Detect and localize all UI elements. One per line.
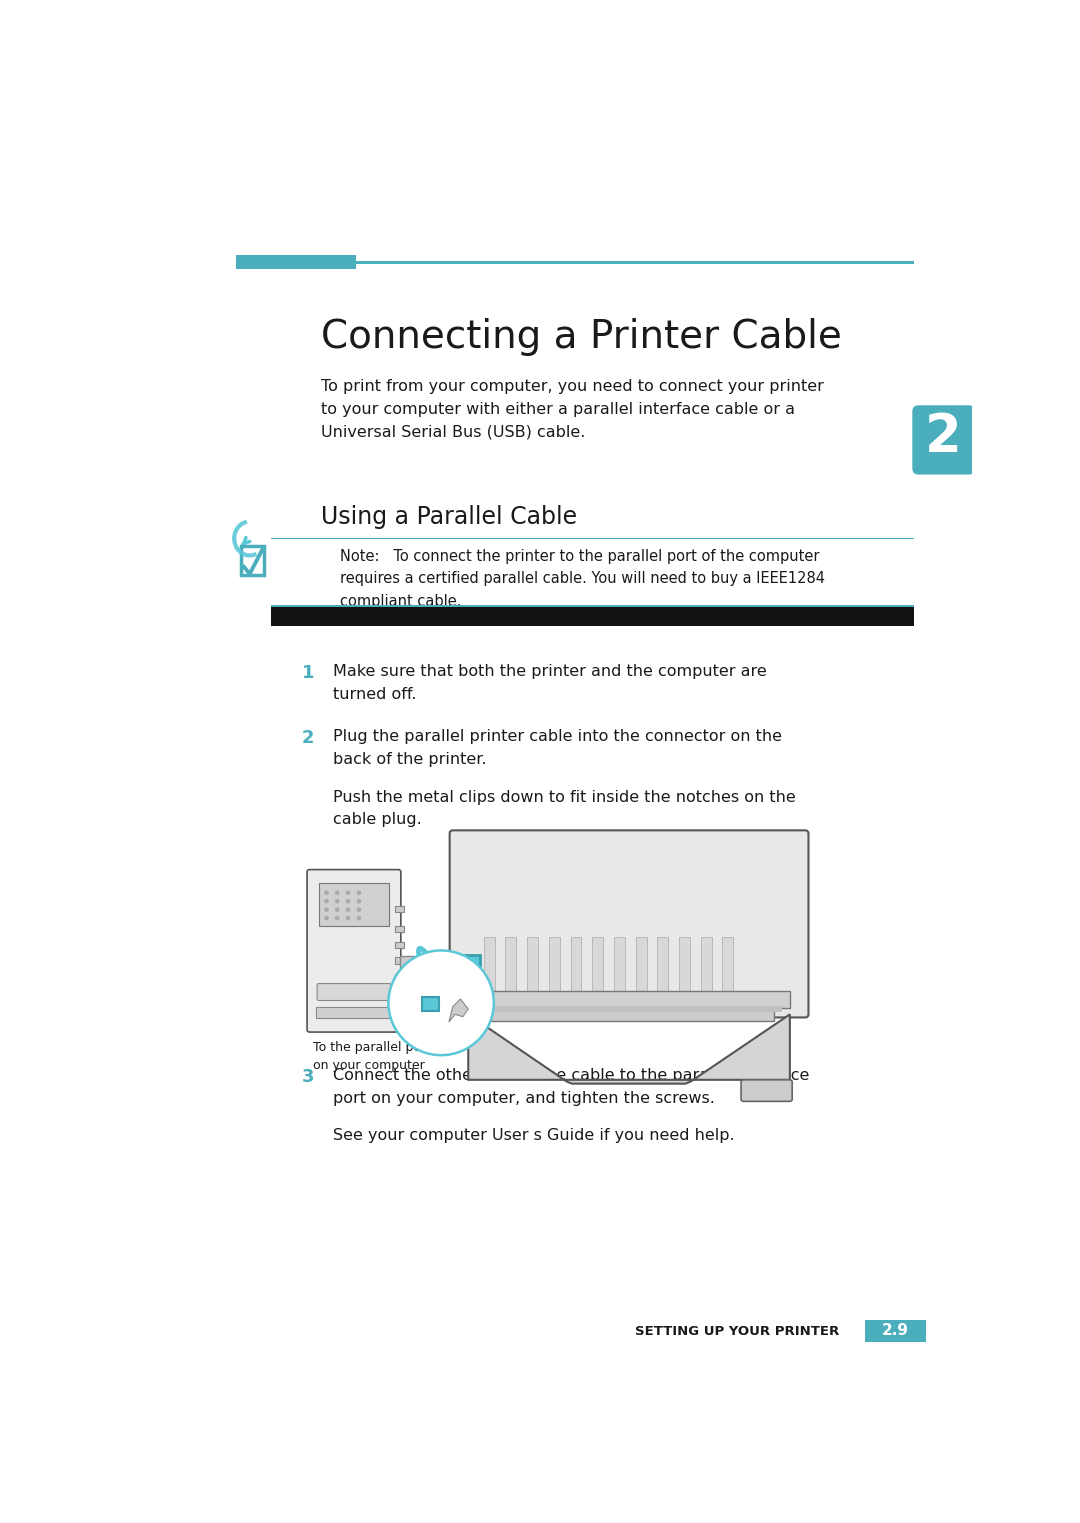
Polygon shape	[469, 1014, 789, 1084]
Text: To print from your computer, you need to connect your printer
to your computer w: To print from your computer, you need to…	[321, 379, 824, 440]
FancyBboxPatch shape	[394, 973, 404, 979]
FancyBboxPatch shape	[271, 606, 914, 608]
FancyBboxPatch shape	[476, 1005, 782, 1013]
FancyBboxPatch shape	[394, 906, 404, 912]
FancyBboxPatch shape	[318, 984, 391, 1001]
Circle shape	[335, 915, 339, 920]
Circle shape	[356, 899, 362, 903]
Text: 2: 2	[924, 411, 961, 463]
Text: Connect the other end of the cable to the parallel interface
port on your comput: Connect the other end of the cable to th…	[333, 1068, 809, 1106]
FancyBboxPatch shape	[549, 937, 559, 1007]
FancyBboxPatch shape	[476, 1007, 774, 1020]
Circle shape	[346, 899, 350, 903]
Circle shape	[356, 915, 362, 920]
Circle shape	[346, 908, 350, 912]
Circle shape	[324, 891, 328, 896]
Text: 2: 2	[301, 730, 314, 748]
Text: Push the metal clips down to fit inside the notches on the
cable plug.: Push the metal clips down to fit inside …	[333, 789, 795, 827]
FancyBboxPatch shape	[636, 937, 647, 1007]
Circle shape	[335, 891, 339, 896]
Circle shape	[335, 899, 339, 903]
FancyBboxPatch shape	[913, 405, 975, 475]
FancyBboxPatch shape	[613, 937, 625, 1007]
FancyBboxPatch shape	[419, 956, 436, 970]
FancyBboxPatch shape	[394, 926, 404, 932]
FancyBboxPatch shape	[701, 937, 712, 1007]
Circle shape	[356, 908, 362, 912]
FancyBboxPatch shape	[319, 883, 389, 926]
FancyBboxPatch shape	[449, 830, 809, 1017]
Circle shape	[389, 950, 494, 1055]
Circle shape	[324, 915, 328, 920]
Text: 2.9: 2.9	[881, 1323, 908, 1339]
Circle shape	[346, 891, 350, 896]
Circle shape	[324, 899, 328, 903]
Text: Using a Parallel Cable: Using a Parallel Cable	[321, 504, 577, 528]
Text: 3: 3	[301, 1068, 314, 1086]
FancyBboxPatch shape	[271, 606, 914, 626]
FancyBboxPatch shape	[457, 955, 480, 972]
FancyBboxPatch shape	[241, 547, 265, 576]
FancyBboxPatch shape	[394, 943, 404, 949]
Text: Plug the parallel printer cable into the connector on the
back of the printer.: Plug the parallel printer cable into the…	[333, 730, 782, 768]
Text: Make sure that both the printer and the computer are
turned off.: Make sure that both the printer and the …	[333, 664, 767, 702]
FancyBboxPatch shape	[400, 956, 414, 967]
Text: Note:   To connect the printer to the parallel port of the computer
requires a c: Note: To connect the printer to the para…	[340, 548, 825, 609]
Text: 1: 1	[301, 664, 314, 682]
FancyBboxPatch shape	[527, 937, 538, 1007]
FancyBboxPatch shape	[422, 996, 438, 1010]
FancyBboxPatch shape	[679, 937, 690, 1007]
FancyBboxPatch shape	[394, 988, 404, 995]
Text: See your computer User s Guide if you need help.: See your computer User s Guide if you ne…	[333, 1129, 734, 1144]
FancyBboxPatch shape	[592, 937, 603, 1007]
FancyBboxPatch shape	[307, 870, 401, 1033]
Circle shape	[324, 908, 328, 912]
Text: To the parallel port
on your computer: To the parallel port on your computer	[313, 1042, 431, 1072]
FancyBboxPatch shape	[723, 937, 733, 1007]
FancyBboxPatch shape	[658, 937, 669, 1007]
FancyBboxPatch shape	[505, 937, 516, 1007]
FancyBboxPatch shape	[570, 937, 581, 1007]
FancyBboxPatch shape	[235, 256, 356, 270]
FancyBboxPatch shape	[356, 262, 914, 263]
Circle shape	[335, 908, 339, 912]
Text: Connecting a Printer Cable: Connecting a Printer Cable	[321, 317, 842, 355]
FancyBboxPatch shape	[741, 1080, 793, 1101]
FancyBboxPatch shape	[469, 991, 789, 1008]
Circle shape	[356, 891, 362, 896]
FancyBboxPatch shape	[865, 1320, 926, 1342]
FancyBboxPatch shape	[484, 937, 495, 1007]
Polygon shape	[449, 999, 469, 1022]
FancyBboxPatch shape	[315, 1007, 392, 1019]
Circle shape	[346, 915, 350, 920]
Text: SETTING UP YOUR PRINTER: SETTING UP YOUR PRINTER	[635, 1325, 839, 1339]
FancyBboxPatch shape	[394, 958, 404, 964]
